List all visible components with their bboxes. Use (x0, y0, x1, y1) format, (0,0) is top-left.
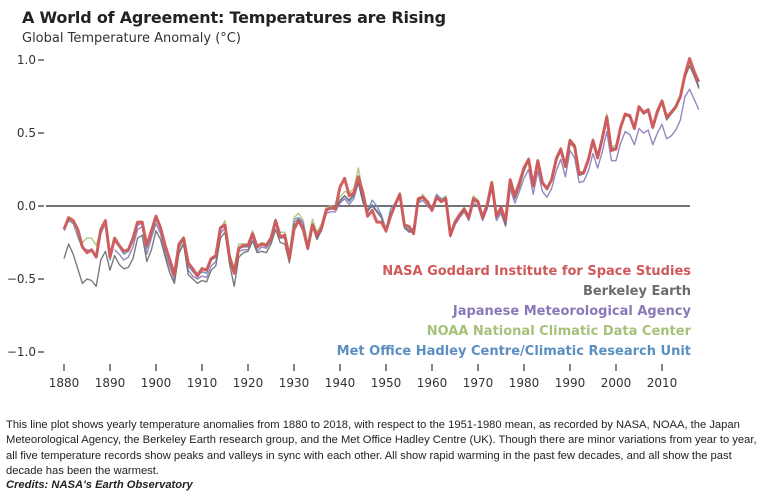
chart-svg: 1.0 0.5 0.0 −0.5 −1.0 1880 1890 1900 1910 1920 19… (7, 53, 701, 390)
x-tick-label: 1970 (463, 376, 494, 390)
y-tick-label: −0.5 (7, 272, 36, 286)
x-tick-label: 2010 (647, 376, 678, 390)
series-line-berkeley-earth (63, 65, 700, 287)
legend-item-noaa: NOAA National Climatic Data Center (426, 324, 691, 339)
y-tick-label: 0.5 (17, 126, 36, 140)
series-lines (62, 57, 701, 287)
caption: This line plot shows yearly temperature … (6, 419, 757, 477)
x-tick-label: 1980 (509, 376, 540, 390)
x-tick-label: 2000 (601, 376, 632, 390)
x-tick-label: 1950 (371, 376, 402, 390)
x-tick-label: 1920 (233, 376, 264, 390)
y-axis-label: Global Temperature Anomaly (°C) (22, 31, 241, 46)
x-tick-label: 1940 (325, 376, 356, 390)
series-line-met-office-hadley-centre-climatic-research-unit (63, 60, 700, 277)
x-tick-label: 1930 (279, 376, 310, 390)
series-line-nasa-goddard-institute-for-space-studies (62, 57, 701, 278)
legend: NASA Goddard Institute for Space Studies… (337, 262, 691, 362)
chart-title: A World of Agreement: Temperatures are R… (22, 8, 446, 27)
x-tick-label: 1960 (417, 376, 448, 390)
series-line-japanese-meteorological-agency (114, 88, 700, 282)
y-tick-label: −1.0 (7, 345, 36, 359)
x-tick-label: 1900 (141, 376, 172, 390)
y-tick-label: 0.0 (17, 199, 36, 213)
legend-item-berkeley: Berkeley Earth (582, 284, 691, 299)
y-axis: 1.0 0.5 0.0 −0.5 −1.0 (7, 53, 44, 359)
series-line-noaa-national-climatic-data-center (63, 60, 700, 274)
legend-item-hadley: Met Office Hadley Centre/Climatic Resear… (336, 344, 691, 359)
legend-item-nasa: NASA Goddard Institute for Space Studies (382, 264, 691, 279)
legend-item-jma: Japanese Meteorological Agency (452, 304, 691, 319)
x-tick-label: 1990 (555, 376, 586, 390)
x-tick-label: 1880 (49, 376, 80, 390)
x-axis: 1880 1890 1900 1910 1920 1930 1940 1950 1960 1970… (49, 364, 678, 390)
y-tick-label: 1.0 (17, 53, 36, 67)
credits: Credits: NASA's Earth Observatory (6, 479, 193, 491)
x-tick-label: 1910 (187, 376, 218, 390)
x-tick-label: 1890 (95, 376, 126, 390)
